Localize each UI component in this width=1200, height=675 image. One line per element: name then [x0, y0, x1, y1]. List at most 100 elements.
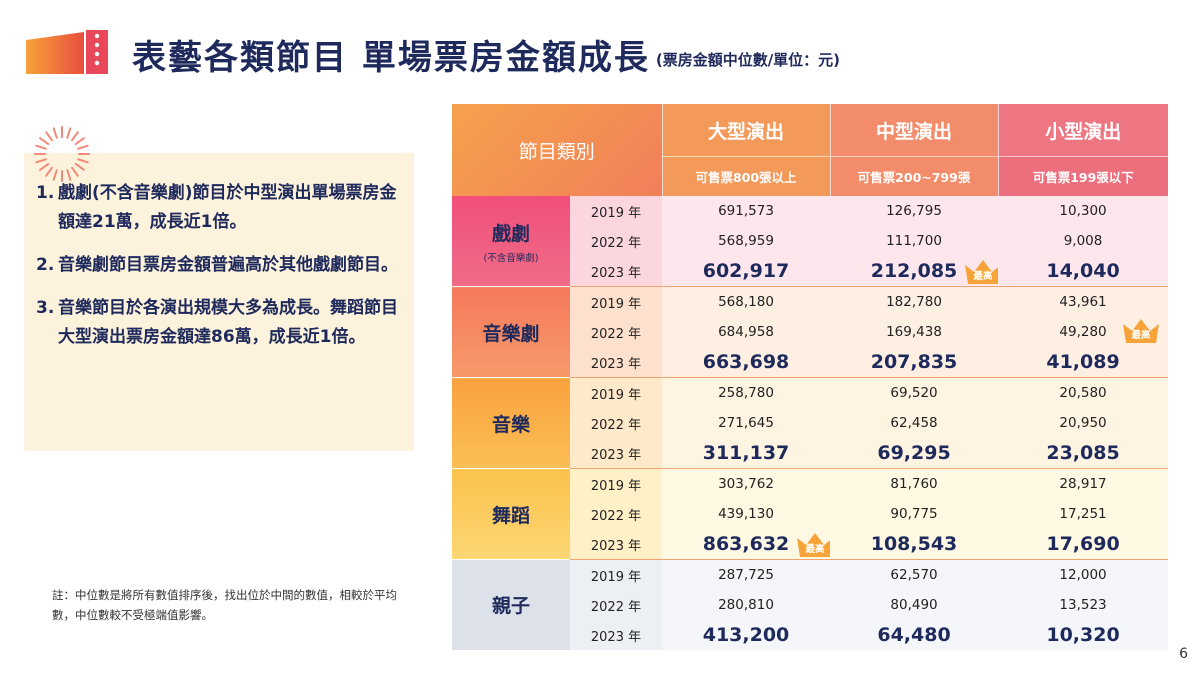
year-cell: 2023 年: [570, 347, 663, 378]
column-subheader-large: 可售票800張以上: [661, 156, 831, 196]
year-cell: 2019 年: [570, 196, 663, 226]
year-cell: 2022 年: [570, 226, 663, 256]
table-row: 2022 年 271,645 62,458 20,950: [452, 408, 1169, 438]
value-cell: 62,570: [830, 559, 999, 590]
value-cell: 80,490: [830, 590, 999, 620]
value-cell: 568,959: [662, 226, 831, 256]
note-number: 1.: [36, 183, 55, 203]
category-cell: 親子: [452, 559, 570, 651]
year-cell: 2019 年: [570, 468, 663, 499]
column-subheader-small: 可售票199張以下: [997, 156, 1169, 196]
value-cell: 10,300: [998, 196, 1169, 226]
highest-label: 最高: [973, 271, 993, 282]
value-cell: 287,725: [662, 559, 831, 590]
value-cell: 568,180: [662, 286, 831, 317]
table-row: 2022 年 684,958 169,438 49,280 最高: [452, 315, 1169, 347]
value-cell: 64,480: [830, 620, 999, 650]
page-title: 表藝各類節目 單場票房金額成長 (票房金額中位數/單位：元): [132, 30, 840, 79]
year-cell: 2022 年: [570, 499, 663, 529]
value-cell: 182,780: [830, 286, 999, 317]
column-subheader-medium: 可售票200~799張: [829, 156, 999, 196]
value-cell: 111,700: [830, 226, 999, 256]
value-cell: 23,085: [998, 438, 1169, 469]
value-cell: 17,251: [998, 499, 1169, 529]
year-cell: 2022 年: [570, 317, 663, 347]
highest-crown-badge: 最高: [1120, 315, 1162, 345]
note-item: 2. 音樂劇節目票房金額普遍高於其他戲劇節目。: [36, 251, 404, 280]
year-cell: 2019 年: [570, 377, 663, 408]
value-cell: 663,698: [662, 347, 831, 378]
ticket-logo-icon: [26, 28, 108, 74]
notes-panel: 1. 戲劇(不含音樂劇)節目於中型演出單場票房金額達21萬，成長近1倍。 2. 音樂…: [24, 153, 414, 451]
value-cell: 13,523: [998, 590, 1169, 620]
table-row: 2023 年 311,137 69,295 23,085: [452, 438, 1169, 469]
footnote: 註：中位數是將所有數值排序後，找出位於中間的數值，相較於平均數，中位數較不受極端…: [52, 588, 397, 622]
box-office-table: 節目類別 大型演出 中型演出 小型演出 可售票800張以上 可售票200~799…: [452, 104, 1169, 651]
note-item: 3. 音樂節目於各演出規模大多為成長。舞蹈節目大型演出票房金額達86萬，成長近1倍…: [36, 294, 404, 352]
value-cell: 43,961: [998, 286, 1169, 317]
category-cell: 音樂劇: [452, 286, 570, 378]
table-row: 戲劇 (不含音樂劇) 2019 年 691,573 126,795 10,300: [452, 196, 1169, 287]
table-row: 2022 年 439,130 90,775 17,251: [452, 499, 1169, 529]
year-cell: 2019 年: [570, 286, 663, 317]
value-cell: 17,690: [998, 529, 1169, 560]
highest-label: 最高: [1131, 330, 1151, 341]
category-note: (不含音樂劇): [483, 252, 539, 264]
table-row: 舞蹈 2019 年 303,762 81,760 28,917: [452, 468, 1169, 560]
notes-list: 1. 戲劇(不含音樂劇)節目於中型演出單場票房金額達21萬，成長近1倍。 2. 音樂…: [24, 153, 414, 352]
value-cell: 439,130: [662, 499, 831, 529]
year-cell: 2019 年: [570, 559, 663, 590]
year-cell: 2022 年: [570, 590, 663, 620]
value-cell: 41,089: [998, 347, 1169, 378]
value-cell: 311,137: [662, 438, 831, 469]
value-cell: 49,280 最高: [998, 315, 1169, 347]
note-text: 戲劇(不含音樂劇)節目於中型演出單場票房金額達21萬，成長近1倍。: [58, 183, 397, 232]
table-row: 2023 年 602,917 212,085 最高 14,040: [452, 256, 1169, 287]
value-cell: 69,295: [830, 438, 999, 469]
note-item: 1. 戲劇(不含音樂劇)節目於中型演出單場票房金額達21萬，成長近1倍。: [36, 179, 404, 237]
table-row: 2022 年 568,959 111,700 9,008: [452, 226, 1169, 256]
value-cell: 81,760: [830, 468, 999, 499]
value-cell: 258,780: [662, 377, 831, 408]
category-label: 音樂: [491, 413, 530, 436]
value-cell: 280,810: [662, 590, 831, 620]
value-cell: 20,580: [998, 377, 1169, 408]
value-cell: 28,917: [998, 468, 1169, 499]
table-body: 戲劇 (不含音樂劇) 2019 年 691,573 126,795 10,300 …: [452, 196, 1169, 651]
category-header: 節目類別: [452, 104, 663, 196]
table-row: 2023 年 863,632 最高 108,543 17,690: [452, 529, 1169, 560]
column-header-medium: 中型演出: [829, 104, 999, 157]
value-cell: 90,775: [830, 499, 999, 529]
year-cell: 2022 年: [570, 408, 663, 438]
table-row: 音樂 2019 年 258,780 69,520 20,580: [452, 377, 1169, 469]
category-label: 音樂劇: [482, 322, 540, 345]
value-cell: 69,520: [830, 377, 999, 408]
highest-crown-badge: 最高: [794, 529, 836, 559]
year-cell: 2023 年: [570, 529, 663, 560]
category-cell: 舞蹈: [452, 468, 570, 560]
value-cell: 691,573: [662, 196, 831, 226]
table-row: 2023 年 413,200 64,480 10,320: [452, 620, 1169, 650]
column-header-large: 大型演出: [661, 104, 831, 157]
highest-label: 最高: [805, 544, 825, 555]
value-cell: 271,645: [662, 408, 831, 438]
value-cell: 9,008: [998, 226, 1169, 256]
note-text: 音樂劇節目票房金額普遍高於其他戲劇節目。: [58, 255, 398, 275]
value-cell: 303,762: [662, 468, 831, 499]
page-subtitle: (票房金額中位數/單位：元): [655, 51, 841, 69]
value-cell: 413,200: [662, 620, 831, 650]
table-row: 2022 年 280,810 80,490 13,523: [452, 590, 1169, 620]
year-cell: 2023 年: [570, 438, 663, 469]
category-label: 戲劇: [491, 222, 530, 245]
value-cell: 602,917: [662, 256, 831, 287]
value-cell: 12,000: [998, 559, 1169, 590]
table-row: 親子 2019 年 287,725 62,570 12,000: [452, 559, 1169, 651]
category-cell: 音樂: [452, 377, 570, 469]
value-cell: 10,320: [998, 620, 1169, 650]
highest-crown-badge: 最高: [962, 256, 1004, 286]
value-cell: 169,438: [830, 317, 999, 347]
value-cell: 108,543: [830, 529, 999, 560]
value-cell: 212,085 最高: [830, 256, 1002, 287]
page-number: 6: [1179, 646, 1188, 662]
value-cell: 207,835: [830, 347, 999, 378]
